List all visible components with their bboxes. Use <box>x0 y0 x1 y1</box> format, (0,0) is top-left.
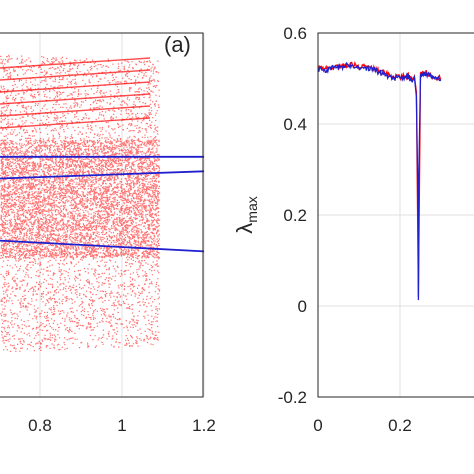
y-axis-label: λmax <box>232 196 260 233</box>
lambda-series-line <box>317 60 442 297</box>
right-axes-frame <box>317 32 474 398</box>
y-tick-label: -0.2 <box>278 388 307 407</box>
right-grid <box>317 32 474 398</box>
left-x-ticks: 0.8 1 1.2 <box>28 416 216 435</box>
x-tick-label: 0 <box>313 416 322 435</box>
scatter-streak <box>0 105 151 117</box>
right-x-ticks: 00.20 <box>313 416 412 435</box>
blue-lines <box>0 155 205 253</box>
svg-text:λmax: λmax <box>232 196 260 233</box>
blue-series-line <box>0 170 205 180</box>
lambda-series-line <box>317 61 442 301</box>
scatter-streak <box>0 117 151 129</box>
y-axis-label-sub: max <box>244 196 260 222</box>
panel-annotation: (a) <box>164 32 191 57</box>
y-axis-label-main: λ <box>232 223 257 234</box>
scatter-streak <box>0 57 151 69</box>
scatter-streak <box>0 81 151 93</box>
y-tick-label: 0 <box>298 297 307 316</box>
left-axes-frame <box>0 32 204 398</box>
scatter-cloud <box>0 54 161 352</box>
y-tick-label: 0.4 <box>283 115 307 134</box>
lambda-lines <box>317 60 442 301</box>
left-panel-scatter: (a) 0.8 1 1.2 <box>0 32 216 435</box>
y-tick-label: 0.6 <box>283 24 307 43</box>
x-tick-label: 1.2 <box>192 416 216 435</box>
scatter-streak <box>0 69 151 81</box>
scatter-streak <box>0 93 151 105</box>
right-y-ticks: -0.2 0 0.2 0.4 0.6 <box>278 24 307 407</box>
right-panel-line: -0.2 0 0.2 0.4 0.6 00.20 λmax <box>232 24 474 435</box>
y-tick-label: 0.2 <box>283 206 307 225</box>
x-tick-label: 1 <box>117 416 126 435</box>
x-tick-label: 0.2 <box>388 416 412 435</box>
blue-series-line <box>0 239 205 253</box>
left-grid <box>39 33 205 397</box>
x-tick-label: 0.8 <box>28 416 52 435</box>
